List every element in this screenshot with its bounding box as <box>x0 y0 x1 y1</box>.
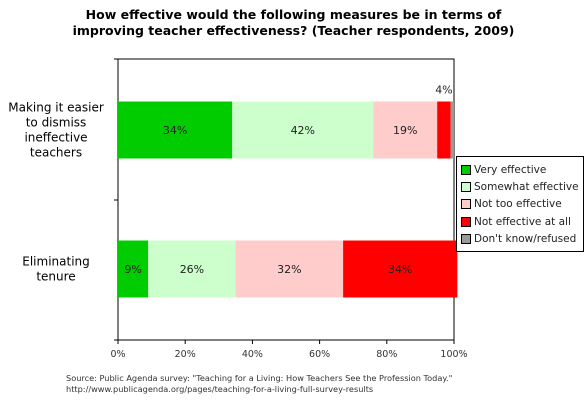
legend-swatch <box>461 234 471 245</box>
data-label: 42% <box>291 124 315 137</box>
legend-label: Not too effective <box>474 198 562 211</box>
bar-segment <box>373 101 438 159</box>
x-tick-label: 100% <box>440 349 467 360</box>
data-label: 26% <box>180 263 204 276</box>
bar-segment <box>343 240 458 298</box>
legend-swatch <box>461 199 471 210</box>
legend-swatch <box>461 182 471 193</box>
category-label: teachers <box>30 146 82 160</box>
chart-title-line-2: improving teacher effectiveness? (Teache… <box>72 23 515 38</box>
legend-item: Not too effective <box>461 196 583 213</box>
legend-swatch <box>461 164 471 175</box>
bar-segment <box>450 101 454 159</box>
data-label: 32% <box>277 263 301 276</box>
bar-segment <box>118 240 149 298</box>
legend-item: Not effective at all <box>461 213 583 230</box>
category-label: Making it easier <box>8 101 104 115</box>
x-tick-label: 0% <box>110 349 125 360</box>
bar-segment <box>235 240 344 298</box>
category-label: to dismiss <box>26 116 87 130</box>
bar-segment <box>118 101 233 159</box>
source-note: Source: Public Agenda survey: "Teaching … <box>66 373 452 395</box>
data-label: 19% <box>393 124 417 137</box>
legend-item: Don't know/refused <box>461 231 583 248</box>
category-label: ineffective <box>24 131 87 145</box>
source-line-1: Source: Public Agenda survey: "Teaching … <box>66 373 453 383</box>
bar-segment <box>232 101 374 159</box>
legend-label: Don't know/refused <box>474 233 577 246</box>
data-label: 4% <box>435 84 452 97</box>
chart-title: How effective would the following measur… <box>0 7 587 39</box>
chart-title-line-1: How effective would the following measur… <box>85 7 502 22</box>
x-tick-label: 80% <box>376 349 397 360</box>
legend-item: Somewhat effective <box>461 178 583 195</box>
category-label: tenure <box>36 270 75 284</box>
bar-segment <box>148 240 236 298</box>
data-label: 34% <box>388 263 412 276</box>
legend: Very effective Somewhat effective Not too … <box>456 156 584 252</box>
legend-item: Very effective <box>461 161 583 178</box>
x-tick-label: 60% <box>309 349 330 360</box>
data-label: 34% <box>163 124 187 137</box>
bar-segment <box>437 101 451 159</box>
data-label: 9% <box>124 263 141 276</box>
x-tick-label: 20% <box>175 349 196 360</box>
plot-frame <box>117 58 455 341</box>
source-line-2: http://www.publicagenda.org/pages/teachi… <box>66 384 374 394</box>
legend-label: Somewhat effective <box>474 181 579 194</box>
x-tick-label: 40% <box>242 349 263 360</box>
category-label: Eliminating <box>22 255 90 269</box>
legend-label: Very effective <box>474 163 547 176</box>
legend-label: Not effective at all <box>474 215 571 228</box>
legend-swatch <box>461 216 471 227</box>
